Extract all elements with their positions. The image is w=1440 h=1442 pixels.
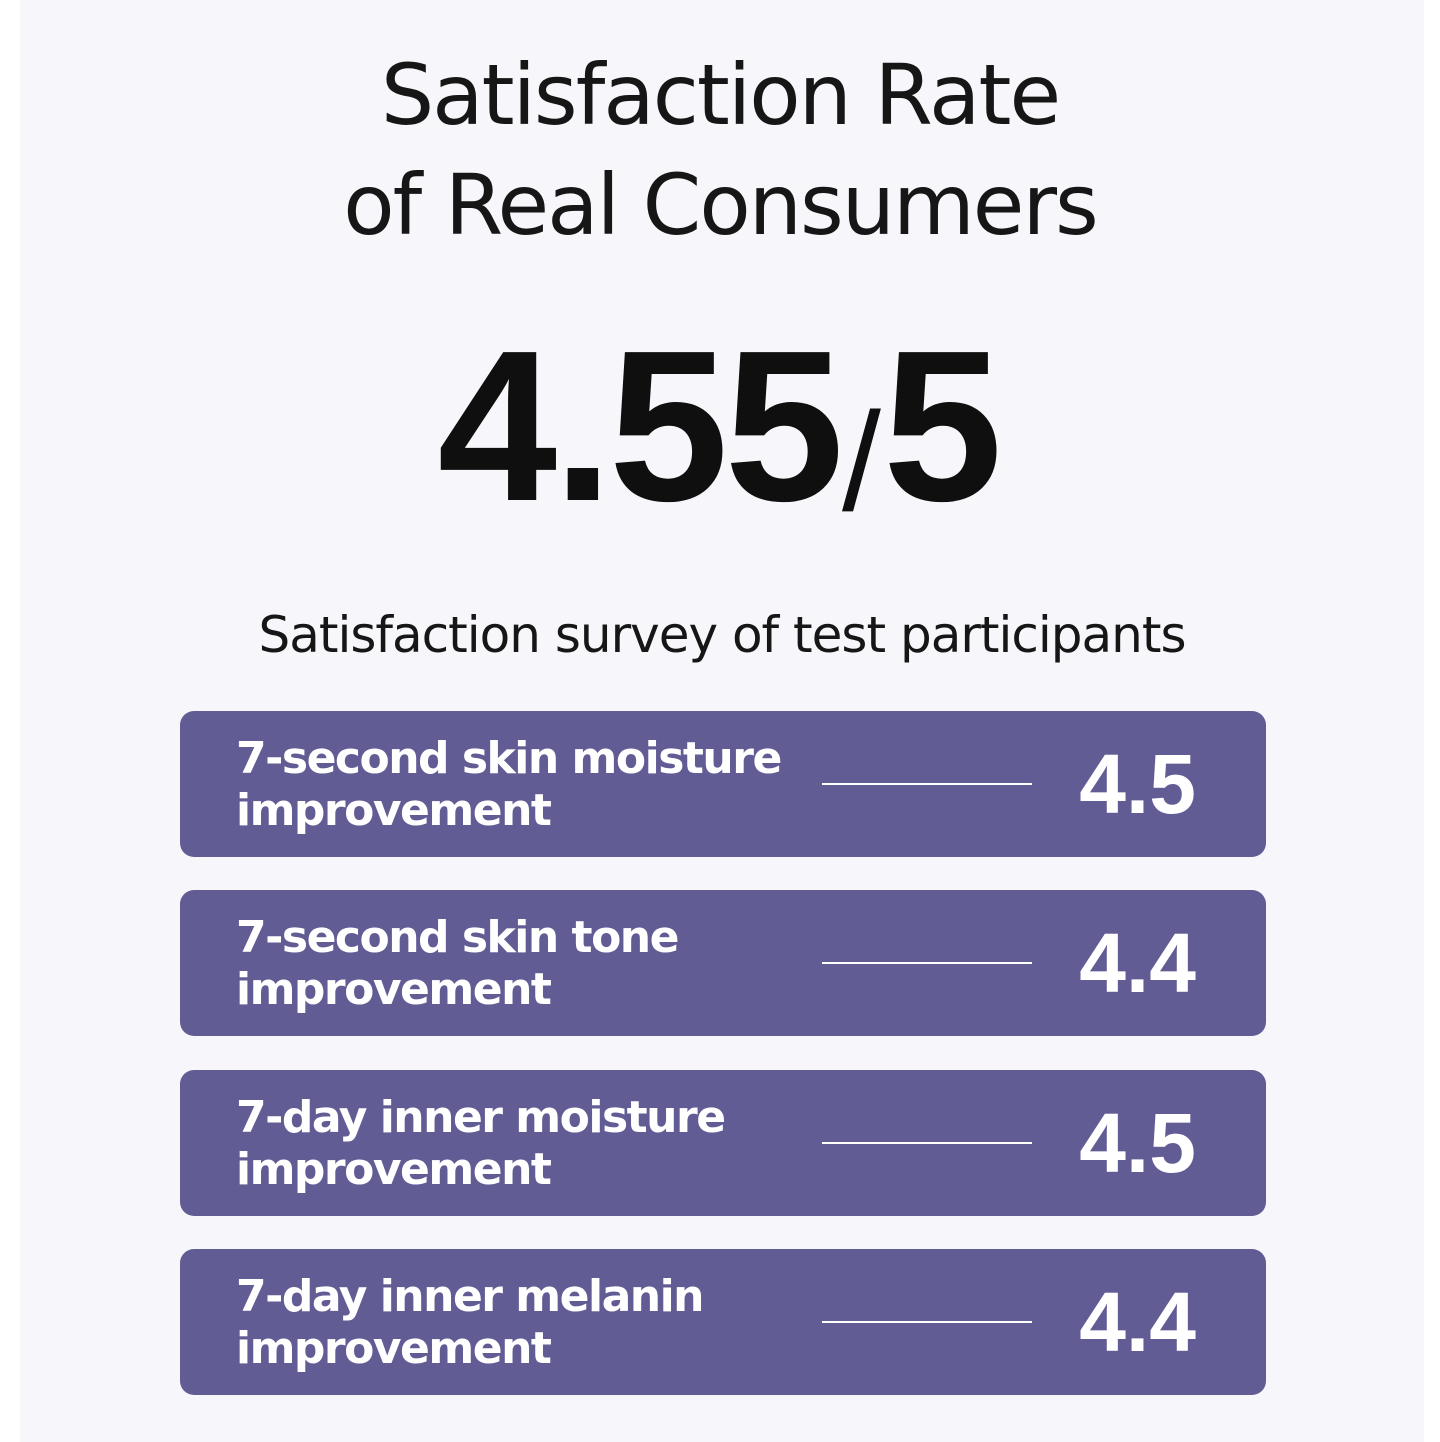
- overall-score-max: 5: [882, 305, 1003, 546]
- heading-line-1: Satisfaction Rate: [380, 46, 1061, 144]
- survey-item-divider-line: [822, 1142, 1032, 1144]
- survey-item-divider-line: [822, 783, 1032, 785]
- overall-score-value: 4.55: [437, 305, 844, 546]
- survey-item-card: 7-day inner melanin improvement 4.4: [180, 1249, 1266, 1395]
- survey-item-divider-line: [822, 1321, 1032, 1323]
- survey-item-score: 4.5: [1079, 1096, 1196, 1190]
- survey-item-score: 4.5: [1079, 737, 1196, 831]
- survey-item-label: 7-second skin moisture improvement: [236, 733, 782, 836]
- survey-item-score: 4.4: [1079, 1275, 1196, 1369]
- survey-item-label: 7-second skin tone improvement: [236, 912, 679, 1015]
- survey-item-divider-line: [822, 962, 1032, 964]
- survey-item-label: 7-day inner moisture improvement: [236, 1092, 726, 1195]
- survey-item-card: 7-second skin tone improvement 4.4: [180, 890, 1266, 1036]
- survey-title: Satisfaction survey of test participants: [258, 606, 1187, 664]
- overall-score: 4.55/5: [0, 318, 1440, 533]
- overall-score-separator: /: [841, 383, 881, 540]
- survey-item-label: 7-day inner melanin improvement: [236, 1271, 705, 1374]
- survey-item-score: 4.4: [1079, 916, 1196, 1010]
- survey-item-card: 7-day inner moisture improvement 4.5: [180, 1070, 1266, 1216]
- survey-item-card: 7-second skin moisture improvement 4.5: [180, 711, 1266, 857]
- heading-line-2: of Real Consumers: [343, 156, 1099, 254]
